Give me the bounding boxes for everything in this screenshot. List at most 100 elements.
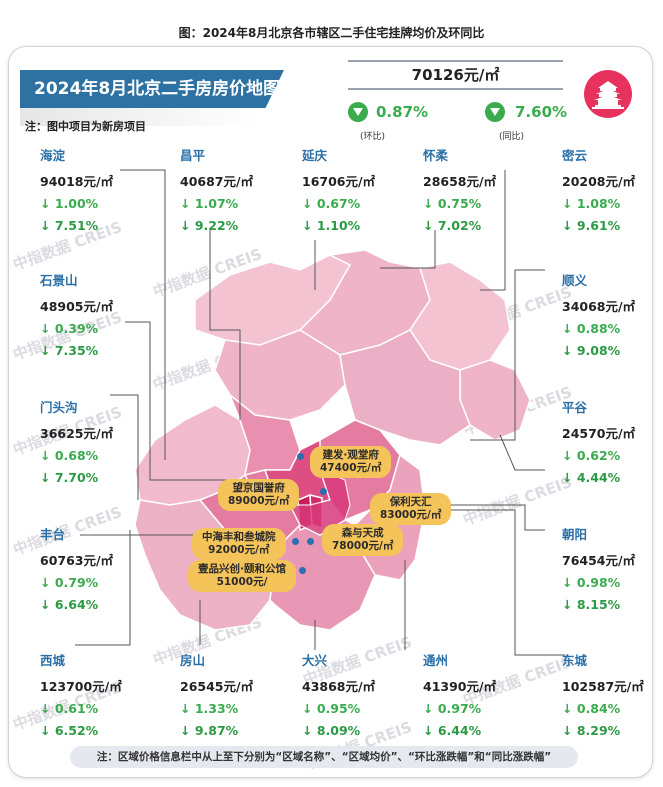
note-new-projects: 注：图中项目为新房项目: [25, 120, 146, 133]
district-name: 密云: [562, 148, 588, 163]
map-region-changping: [214, 329, 346, 421]
project-price: 47400元/㎡: [320, 462, 382, 474]
district-yoy: ↓ 9.87%: [180, 723, 239, 738]
district-price: 40687元/㎡: [180, 174, 254, 189]
district-yoy: ↓ 1.10%: [302, 218, 361, 233]
district-chaoyang: 朝阳 76454元/㎡ ↓ 0.98% ↓ 8.15%: [562, 527, 635, 619]
yoy-label: (同比): [499, 132, 525, 142]
project-label: 中海丰和叁城院 92000元/㎡: [192, 528, 286, 560]
district-name: 门头沟: [40, 400, 78, 415]
district-name: 东城: [562, 653, 588, 668]
project-dot: [299, 567, 306, 574]
district-yoy: ↓ 9.61%: [562, 218, 621, 233]
city-average-yoy: 7.60%: [515, 103, 568, 121]
project-dot: [292, 538, 299, 545]
project-name: 森与天成: [341, 527, 384, 539]
district-name: 海淀: [40, 148, 66, 163]
down-arrow-icon: [485, 102, 505, 122]
district-yoy: ↓ 9.22%: [180, 218, 239, 233]
district-yoy: ↓ 8.09%: [302, 723, 361, 738]
district-yoy: ↓ 7.35%: [40, 343, 99, 358]
district-mom: ↓ 0.97%: [423, 701, 482, 716]
district-fangshan: 房山 26545元/㎡ ↓ 1.33% ↓ 9.87%: [180, 653, 253, 745]
district-shunyi: 顺义 34068元/㎡ ↓ 0.88% ↓ 9.08%: [562, 273, 635, 365]
district-name: 通州: [423, 653, 449, 668]
district-price: 34068元/㎡: [562, 299, 636, 314]
district-price: 94018元/㎡: [40, 174, 114, 189]
district-name: 石景山: [40, 273, 78, 288]
banner-shadow: [20, 108, 260, 126]
district-yoy: ↓ 4.44%: [562, 470, 621, 485]
district-price: 48905元/㎡: [40, 299, 114, 314]
district-fengtai: 丰台 60763元/㎡ ↓ 0.79% ↓ 6.64%: [40, 527, 113, 619]
district-mom: ↓ 0.84%: [562, 701, 621, 716]
project-label: 望京国誉府 89000元/㎡: [218, 479, 300, 511]
district-price: 102587元/㎡: [562, 679, 644, 694]
leader-line-haidian: [120, 169, 166, 460]
district-name: 延庆: [302, 148, 328, 163]
district-price: 16706元/㎡: [302, 174, 376, 189]
district-name: 昌平: [180, 148, 206, 163]
district-price: 26545元/㎡: [180, 679, 254, 694]
map-region-core-east: [289, 468, 351, 536]
district-yanqing: 延庆 16706元/㎡ ↓ 0.67% ↓ 1.10%: [302, 148, 375, 240]
district-yoy: ↓ 6.44%: [423, 723, 482, 738]
project-price: 51000元/: [216, 576, 268, 588]
district-mom: ↓ 0.39%: [40, 321, 99, 336]
temple-of-heaven-icon: [584, 70, 632, 118]
district-mom: ↓ 0.88%: [562, 321, 621, 336]
map-panel: [8, 46, 653, 778]
district-yoy: ↓ 7.51%: [40, 218, 99, 233]
project-price: 83000元/㎡: [380, 509, 442, 521]
district-mom: ↓ 0.95%: [302, 701, 361, 716]
project-name: 保利天汇: [389, 496, 432, 508]
district-mentougou: 门头沟 36625元/㎡ ↓ 0.68% ↓ 7.70%: [40, 400, 113, 492]
district-mom: ↓ 1.08%: [562, 196, 621, 211]
district-price: 41390元/㎡: [423, 679, 497, 694]
district-mom: ↓ 0.98%: [562, 575, 621, 590]
project-label: 保利天汇 83000元/㎡: [370, 493, 452, 525]
district-yoy: ↓ 9.08%: [562, 343, 621, 358]
down-arrow-icon: [348, 102, 368, 122]
district-name: 房山: [180, 653, 206, 668]
district-miyun: 密云 20208元/㎡ ↓ 1.08% ↓ 9.61%: [562, 148, 635, 240]
footnote: 注：区域价格信息栏中从上至下分别为“区域名称”、“区域均价”、“环比涨跌幅”和“…: [70, 746, 578, 768]
district-yoy: ↓ 6.64%: [40, 597, 99, 612]
district-yoy: ↓ 8.15%: [562, 597, 621, 612]
district-name: 顺义: [562, 273, 588, 288]
project-label: 森与天成 78000元/㎡: [322, 524, 404, 556]
project-price: 89000元/㎡: [228, 495, 290, 507]
district-mom: ↓ 1.00%: [40, 196, 99, 211]
project-name: 中海丰和叁城院: [202, 531, 276, 543]
district-mom: ↓ 1.07%: [180, 196, 239, 211]
project-price: 78000元/㎡: [332, 540, 394, 552]
district-name: 平谷: [562, 400, 588, 415]
project-price: 92000元/㎡: [208, 544, 270, 556]
district-yoy: ↓ 8.29%: [562, 723, 621, 738]
district-yoy: ↓ 6.52%: [40, 723, 99, 738]
project-label: 壹品兴创·颐和公馆 51000元/: [188, 560, 296, 592]
district-price: 28658元/㎡: [423, 174, 497, 189]
district-price: 60763元/㎡: [40, 553, 114, 568]
figure-title: 图：2024年8月北京各市辖区二手住宅挂牌均价及环同比: [178, 26, 485, 40]
district-xicheng: 西城 123700元/㎡ ↓ 0.61% ↓ 6.52%: [40, 653, 122, 745]
district-price: 20208元/㎡: [562, 174, 636, 189]
district-name: 怀柔: [423, 148, 449, 163]
banner-title: 2024年8月北京二手房房价地图: [20, 70, 284, 108]
district-pinggu: 平谷 24570元/㎡ ↓ 0.62% ↓ 4.44%: [562, 400, 635, 492]
district-daxing: 大兴 43868元/㎡ ↓ 0.95% ↓ 8.09%: [302, 653, 375, 745]
district-name: 朝阳: [562, 527, 588, 542]
district-name: 丰台: [40, 527, 66, 542]
district-price: 43868元/㎡: [302, 679, 376, 694]
district-shijingshan: 石景山 48905元/㎡ ↓ 0.39% ↓ 7.35%: [40, 273, 113, 365]
district-name: 大兴: [302, 653, 328, 668]
city-average-price: 70126元/㎡: [348, 60, 563, 90]
district-price: 36625元/㎡: [40, 426, 114, 441]
district-mom: ↓ 0.75%: [423, 196, 482, 211]
district-price: 24570元/㎡: [562, 426, 636, 441]
district-huairou: 怀柔 28658元/㎡ ↓ 0.75% ↓ 7.02%: [423, 148, 496, 240]
district-price: 76454元/㎡: [562, 553, 636, 568]
district-price: 123700元/㎡: [40, 679, 122, 694]
district-mom: ↓ 0.61%: [40, 701, 99, 716]
district-yoy: ↓ 7.02%: [423, 218, 482, 233]
